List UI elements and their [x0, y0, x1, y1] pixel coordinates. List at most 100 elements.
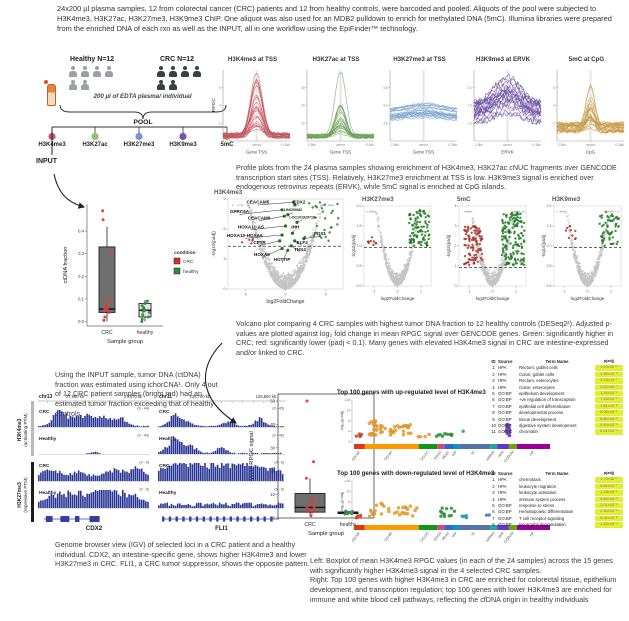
svg-text:Gene TSS: Gene TSS — [246, 150, 267, 155]
svg-text:GPRC5A: GPRC5A — [230, 209, 250, 214]
svg-text:1: 1 — [455, 264, 457, 268]
svg-text:HPA: HPA — [497, 450, 505, 458]
svg-text:1.0: 1.0 — [547, 244, 552, 248]
igv-group-bar-2 — [31, 462, 34, 522]
svg-text:Healthy: Healthy — [159, 436, 177, 442]
svg-text:40: 40 — [270, 422, 275, 427]
svg-text:+2.5kb: +2.5kb — [280, 143, 290, 147]
svg-text:20: 20 — [301, 104, 305, 108]
svg-text:2.0: 2.0 — [357, 204, 362, 208]
svg-text:(0 - 9): (0 - 9) — [274, 488, 284, 492]
svg-text:5.0: 5.0 — [383, 104, 388, 108]
svg-text:CRC: CRC — [39, 463, 50, 469]
svg-text:MIRNA: MIRNA — [485, 531, 496, 543]
svg-text:10: 10 — [301, 121, 305, 125]
svg-text:0: 0 — [348, 440, 350, 444]
svg-text:CRC: CRC — [304, 522, 315, 528]
svg-text:2: 2 — [455, 244, 457, 248]
svg-text:RPGC: RPGC — [212, 98, 217, 112]
svg-text:-1: -1 — [372, 290, 375, 294]
svg-text:12: 12 — [346, 409, 350, 413]
svg-text:5.5: 5.5 — [383, 86, 388, 90]
svg-text:9: 9 — [224, 197, 226, 201]
enrichment-table-row: 3 HPA leukocyte activation 1.28×10⁻⁶ — [489, 490, 625, 497]
svg-text:-2.5kb: -2.5kb — [307, 143, 316, 147]
enrichment-table-row: 6 GO:BP +ve regulation of transcription 7.4… — [489, 397, 625, 404]
svg-text:FLI1: FLI1 — [215, 525, 228, 532]
boxplot-ctdna: 0.0 0.1 0.2 0.3 0.4 CRC healthy Sample group ctD… — [63, 204, 199, 345]
svg-text:-log₁₀(p adj): -log₁₀(p adj) — [340, 410, 344, 431]
svg-text:REAC: REAC — [441, 450, 450, 460]
svg-text:(0 - 45): (0 - 45) — [272, 407, 284, 411]
enrichment-table-row: 5 GO:BP epithelium development 1.26×10⁻⁶ — [489, 390, 625, 398]
enrichment-table-row: 1 HPA chemotaxis 1.73×10⁻⁷ — [489, 477, 625, 484]
svg-text:HOXA9: HOXA9 — [254, 252, 270, 257]
volcano-caption: Volcano plot comparing 4 CRC samples wit… — [236, 319, 614, 357]
svg-text:0: 0 — [273, 516, 276, 521]
igv-panel-FLI1: chr11 128,700 kb 128,800 kb (0 - 45) CRC (0 -… — [158, 394, 285, 532]
svg-text:-log10(padj): -log10(padj) — [351, 234, 356, 257]
assay-label-H3K9me3: H3K9me3 — [169, 142, 197, 148]
volcano-plot-k27me3: -1 0 1 0.0 0.5 1.0 1.5 2.0 log2FoldChange -log10(… — [351, 204, 432, 301]
svg-text:-2.5kb: -2.5kb — [474, 143, 483, 147]
volcano-title-main: H3K4me3 — [214, 189, 243, 196]
igv-group-label-h3k27me3: H3K27me3 (repressive PTM) — [17, 477, 29, 513]
svg-text:0.3: 0.3 — [78, 251, 84, 256]
svg-text:Mean RPGC signal: Mean RPGC signal — [249, 431, 255, 481]
profile-plot-2: 4.5 5.0 5.5 -2.5kb center +2.5kb Gene TSS — [383, 70, 458, 155]
svg-text:CEACAM6: CEACAM6 — [248, 215, 271, 220]
volcano-title-k27me3: H3K27me3 — [362, 196, 394, 203]
healthy-group-label: Healthy N=12 — [70, 56, 115, 63]
svg-text:0: 0 — [285, 293, 287, 297]
svg-text:0: 0 — [348, 521, 350, 525]
svg-text:HPA: HPA — [497, 531, 505, 539]
enrichment-table-row: 2 HPA leukocyte migration 6.81×10⁻⁷ — [489, 483, 625, 491]
svg-text:4: 4 — [553, 104, 555, 108]
svg-text:Healthy: Healthy — [159, 490, 177, 496]
svg-text:chr13: chr13 — [39, 394, 53, 400]
enrichment-table-row: 9 GO:BP tissue development 8.80×10⁻⁵ — [489, 416, 625, 423]
assay-label-H3K4me3: H3K4me3 — [38, 142, 66, 148]
svg-text:10: 10 — [270, 492, 275, 497]
svg-text:0.0: 0.0 — [547, 284, 552, 288]
svg-text:CRC: CRC — [101, 330, 112, 336]
svg-text:TF: TF — [471, 531, 477, 537]
profile-title-0: H3K4me3 at TSS — [227, 56, 278, 63]
profile-plot-0: 2 4 6 -2.5kb center +2.5kb Gene TSS RPGC — [212, 70, 291, 155]
svg-text:4: 4 — [348, 511, 350, 515]
svg-text:CpG: CpG — [586, 150, 596, 155]
blood-drop-icon — [44, 80, 48, 84]
crc-group-label: CRC N=12 — [160, 56, 195, 63]
svg-text:GO:MF: GO:MF — [351, 450, 361, 462]
svg-text:5: 5 — [325, 293, 327, 297]
svg-text:0.0: 0.0 — [357, 284, 362, 288]
svg-text:30: 30 — [301, 86, 305, 90]
svg-text:REAC: REAC — [441, 531, 450, 541]
svg-text:0.4: 0.4 — [78, 229, 84, 234]
svg-text:12: 12 — [346, 490, 350, 494]
intro-text: 24x200 µl plasma samples, 12 from colore… — [57, 4, 612, 34]
svg-text:-log10(padj): -log10(padj) — [446, 234, 451, 257]
svg-text:log2FoldChange: log2FoldChange — [571, 296, 605, 301]
svg-text:GO:MF: GO:MF — [351, 531, 361, 543]
profile-plot-3: 1.0 1.5 2.0 -2.5kb center +2.5kb ERVK — [467, 70, 541, 155]
assay-label-H3K27me3: H3K27me3 — [123, 142, 155, 148]
svg-text:-1: -1 — [467, 290, 470, 294]
bottom-caption-right: Right: Top 100 genes with higher H3K4me3… — [310, 575, 617, 604]
svg-text:CEACAM5: CEACAM5 — [247, 200, 270, 205]
svg-text:CDX2: CDX2 — [293, 200, 306, 205]
svg-text:-2.5kb: -2.5kb — [557, 143, 566, 147]
svg-text:TNS4: TNS4 — [294, 247, 306, 252]
igv-group-bar-1 — [31, 401, 34, 456]
bottom-caption: Left: Boxplot of mean H3K4me3 RPGC value… — [310, 556, 626, 604]
svg-text:(0 - 45): (0 - 45) — [272, 434, 284, 438]
svg-text:≥16: ≥16 — [345, 479, 351, 483]
svg-text:TF: TF — [471, 450, 477, 456]
svg-text:1: 1 — [515, 290, 517, 294]
pool-brace — [59, 104, 227, 120]
svg-text:-2.5kb: -2.5kb — [390, 143, 399, 147]
svg-text:6: 6 — [219, 86, 221, 90]
svg-text:(0 - 9): (0 - 9) — [274, 461, 284, 465]
enrichment-table-row: 7 GO:BP epithelial cell differentiation 1.5… — [489, 403, 625, 411]
